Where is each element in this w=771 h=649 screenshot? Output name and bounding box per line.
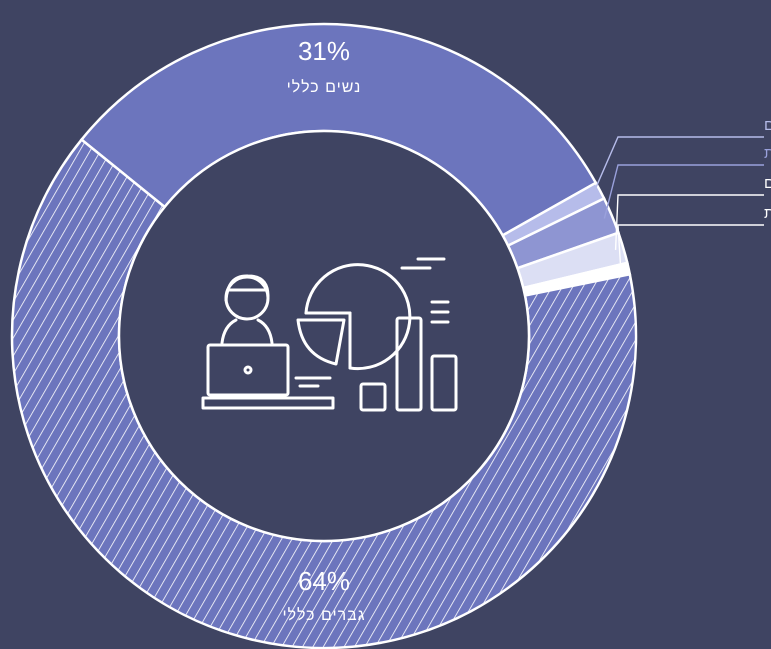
leader-line-arab_men	[614, 194, 764, 250]
side-label-arab_men: 1.6% ערבים	[764, 175, 771, 192]
side-label-haredi_women: 1.9% חרדיות	[764, 145, 771, 162]
men-value-label: 64%	[298, 566, 350, 596]
side-label-arab_women: 0.6% ערביות	[764, 205, 771, 222]
side-label-haredi_men: 0.9% חרדים	[764, 117, 771, 134]
inner-ring-border	[117, 129, 531, 543]
women-value-label: 31%	[298, 36, 350, 66]
leader-line-arab_women	[617, 224, 764, 271]
leader-line-haredi_men	[592, 136, 764, 195]
slice-labels: 31% נשים כללי 64% גברים כללי	[282, 36, 365, 624]
women-name-label: נשים כללי	[287, 78, 362, 96]
person-at-laptop-with-charts-icon	[201, 257, 458, 412]
men-name-label: גברים כללי	[282, 606, 365, 624]
side-labels: 0.9% חרדים 1.9% חרדיות 1.6% ערבים 0.6% ערבי…	[592, 117, 771, 271]
donut-slices	[10, 22, 638, 649]
leader-line-haredi_women	[603, 164, 764, 219]
